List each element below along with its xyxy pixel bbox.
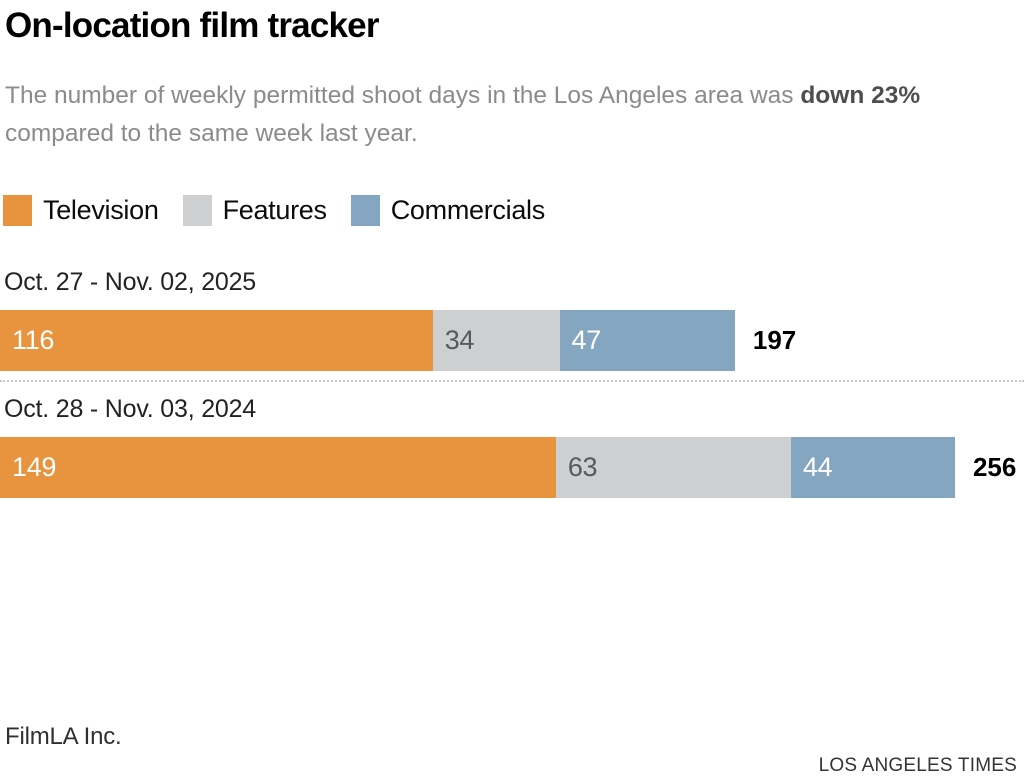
chart-subtitle: The number of weekly permitted shoot day…	[5, 77, 1018, 153]
legend-item-commercials: Commercials	[350, 195, 546, 227]
subtitle-emphasis: down 23%	[800, 82, 921, 110]
bar-segment-commercials: 44	[790, 437, 955, 499]
bar-segment-features: 34	[432, 310, 560, 372]
legend-label: Commercials	[390, 195, 546, 226]
legend-swatch-icon	[350, 195, 380, 227]
row-separator	[0, 380, 1024, 383]
legend-label: Television	[43, 195, 159, 226]
legend-label: Features	[222, 195, 327, 226]
bar-row-label: Oct. 27 - Nov. 02, 2025	[4, 268, 257, 297]
bar-value-label: 47	[571, 325, 602, 356]
legend-swatch-icon	[3, 195, 32, 227]
subtitle-text-end: compared to the same week last year.	[5, 120, 418, 148]
subtitle-text: The number of weekly permitted shoot day…	[5, 82, 801, 110]
bar-segment-commercials: 47	[559, 310, 735, 372]
bar-row-label: Oct. 28 - Nov. 03, 2024	[4, 395, 257, 424]
bar-total-label: 256	[972, 452, 1017, 483]
footer: FilmLA Inc. LOS ANGELES TIMES	[0, 723, 1024, 777]
stacked-bar: 116 34 47	[0, 310, 735, 372]
stacked-bar: 149 63 44	[0, 437, 955, 499]
legend-swatch-icon	[182, 195, 212, 227]
bar-value-label: 44	[802, 452, 833, 483]
legend: Television Features Commercials	[3, 195, 1024, 227]
bar-segment-features: 63	[555, 437, 791, 499]
publisher-credit: LOS ANGELES TIMES	[818, 755, 1017, 776]
legend-item-television: Television	[3, 195, 159, 227]
bar-value-label: 116	[12, 325, 55, 356]
bar-rows: Oct. 27 - Nov. 02, 2025 116 34 47 197 Oct. 28…	[0, 268, 1024, 499]
bar-value-label: 63	[567, 452, 598, 483]
bar-row: 149 63 44 256	[0, 437, 1024, 499]
bar-segment-television: 149	[0, 437, 556, 499]
legend-item-features: Features	[182, 195, 327, 227]
bar-row: 116 34 47 197	[0, 310, 1024, 372]
source-credit: FilmLA Inc.	[5, 723, 122, 750]
bar-value-label: 149	[12, 452, 57, 483]
chart-title: On-location film tracker	[5, 6, 379, 45]
bar-value-label: 34	[444, 325, 475, 356]
bar-segment-television: 116	[0, 310, 433, 372]
bar-total-label: 197	[752, 325, 797, 356]
